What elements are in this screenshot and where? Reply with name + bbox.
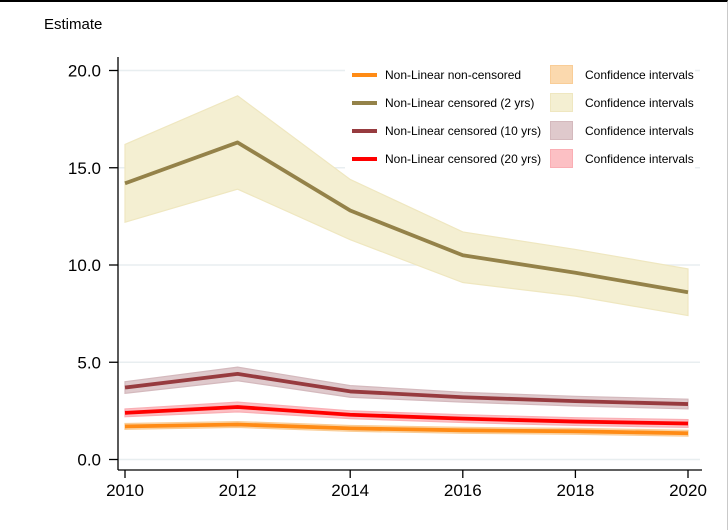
series-line-0 (124, 422, 689, 436)
y-tick-label: 0.0 (77, 451, 101, 470)
legend-ci-label: Confidence intervals (585, 124, 694, 138)
x-tick-label: 2010 (106, 481, 144, 500)
legend-line-swatch (352, 73, 377, 77)
y-tick-label: 15.0 (68, 159, 101, 178)
legend-series-label: Non-Linear censored (10 yrs) (385, 124, 542, 138)
legend-ci-label: Confidence intervals (585, 68, 694, 82)
legend: Non-Linear non-censored Confidence interv… (345, 60, 695, 172)
legend-ci-label: Confidence intervals (585, 96, 694, 110)
series-line-2 (124, 372, 689, 406)
legend-line-swatch (352, 157, 377, 161)
x-tick-label: 2014 (331, 481, 369, 500)
legend-row: Non-Linear censored (10 yrs) Confidence i… (345, 117, 695, 145)
ci-band-1 (124, 95, 689, 317)
y-tick-label: 5.0 (77, 353, 101, 372)
legend-ci-swatch (550, 93, 573, 112)
legend-ci-label: Confidence intervals (585, 152, 694, 166)
legend-line-swatch (352, 101, 377, 105)
legend-ci-swatch (550, 65, 573, 84)
y-tick-label: 10.0 (68, 256, 101, 275)
y-tick-label: 20.0 (68, 62, 101, 81)
x-tick-label: 2016 (444, 481, 482, 500)
series-line-3 (124, 405, 689, 426)
x-tick-label: 2012 (219, 481, 257, 500)
legend-ci-swatch (550, 121, 573, 140)
legend-row: Non-Linear censored (2 yrs) Confidence in… (345, 89, 695, 117)
series-line-1 (124, 140, 689, 295)
chart-title: Estimate (44, 16, 103, 33)
legend-series-label: Non-Linear non-censored (385, 68, 522, 82)
legend-ci-swatch (550, 149, 573, 168)
legend-series-label: Non-Linear censored (20 yrs) (385, 152, 542, 166)
x-tick-label: 2018 (556, 481, 594, 500)
x-tick-label: 2020 (669, 481, 707, 500)
legend-series-label: Non-Linear censored (2 yrs) (385, 96, 535, 110)
legend-line-swatch (352, 129, 377, 133)
legend-row: Non-Linear non-censored Confidence interv… (345, 61, 695, 89)
legend-row: Non-Linear censored (20 yrs) Confidence i… (345, 145, 695, 173)
